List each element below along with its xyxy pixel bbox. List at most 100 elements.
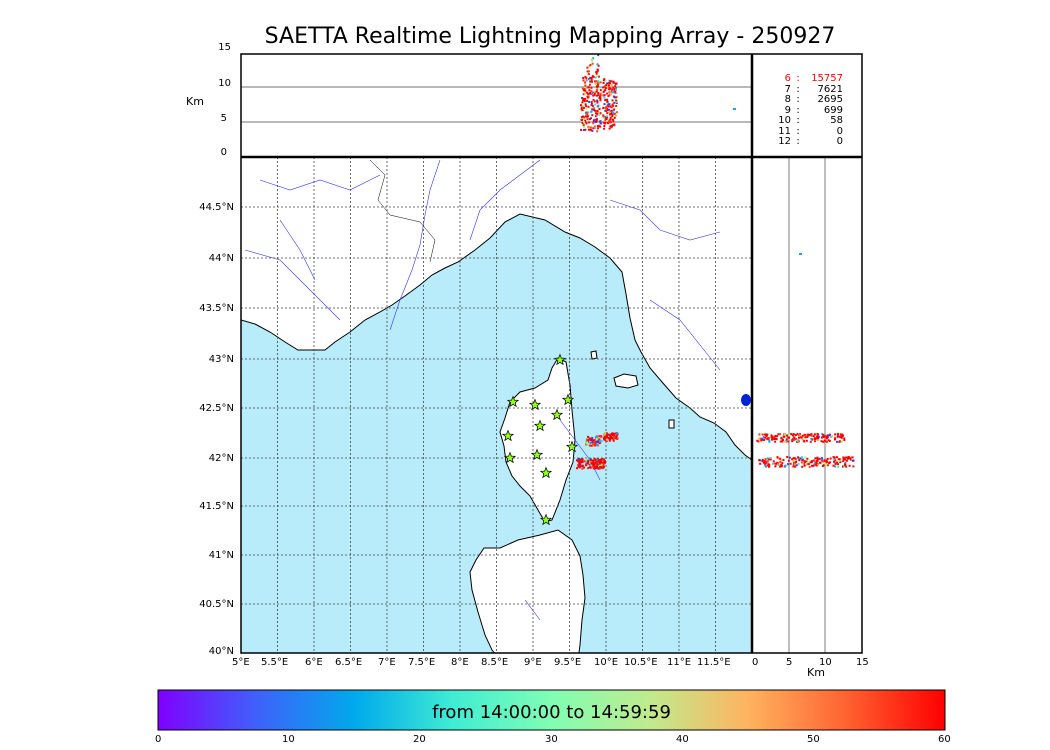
lightning-point	[842, 460, 845, 463]
lightning-point	[600, 466, 603, 469]
land-corsica	[499, 357, 576, 523]
lightning-point	[608, 127, 611, 130]
lightning-point	[832, 458, 835, 461]
lightning-point	[777, 433, 780, 436]
lightning-point	[613, 436, 616, 439]
lightning-point	[590, 461, 593, 464]
colorbar-tick: 20	[413, 734, 426, 745]
lightning-point	[591, 92, 594, 95]
lightning-point	[761, 460, 764, 463]
lightning-point	[587, 86, 590, 89]
stations-row: 12:0	[778, 136, 843, 147]
lightning-point	[590, 90, 593, 93]
lightning-point	[591, 114, 594, 117]
lightning-point	[611, 115, 614, 117]
lightning-point	[590, 77, 593, 79]
lightning-point	[787, 463, 790, 466]
lightning-point	[607, 84, 610, 87]
lightning-point	[598, 438, 601, 441]
lightning-point	[602, 466, 605, 469]
lightning-point	[604, 85, 607, 88]
lightning-point	[578, 461, 581, 464]
side-tick: 10	[819, 657, 832, 668]
lightning-point	[595, 71, 598, 74]
lightning-point	[614, 97, 617, 100]
station-star-icon	[565, 440, 579, 453]
lightning-point	[825, 440, 828, 443]
lightning-point	[842, 456, 845, 459]
lightning-point	[784, 464, 787, 467]
lightning-point	[797, 462, 800, 465]
lightning-point	[586, 86, 589, 89]
lightning-point	[770, 434, 773, 437]
lightning-point	[809, 433, 811, 436]
lightning-point	[582, 105, 584, 107]
lightning-point	[599, 89, 602, 92]
lightning-point	[615, 99, 618, 102]
lightning-point	[607, 433, 610, 436]
lightning-point	[802, 439, 805, 442]
lightning-point	[590, 101, 593, 103]
lightning-point	[608, 439, 611, 442]
lightning-point	[757, 440, 760, 443]
lightning-point	[593, 463, 595, 466]
lightning-point	[586, 66, 589, 69]
lightning-point	[759, 462, 762, 465]
lightning-point	[845, 459, 848, 462]
land-sardinia	[469, 529, 586, 653]
lightning-point	[584, 81, 587, 84]
lightning-point	[585, 105, 588, 108]
station-star-icon	[553, 353, 567, 366]
lightning-point	[594, 109, 597, 112]
lightning-point	[595, 90, 598, 93]
lightning-point	[594, 76, 597, 79]
lightning-point	[824, 463, 827, 466]
lightning-point	[592, 120, 595, 123]
lightning-point	[836, 433, 839, 436]
lightning-point	[613, 123, 616, 126]
lightning-point	[609, 118, 612, 121]
lightning-point	[816, 463, 819, 466]
lightning-point	[793, 465, 796, 468]
lightning-point	[772, 460, 775, 463]
lightning-point	[592, 108, 595, 111]
land-giglio	[668, 419, 675, 429]
lightning-point	[791, 437, 794, 440]
lightning-point	[599, 86, 602, 89]
lightning-point	[590, 128, 592, 131]
lightning-point	[805, 439, 808, 442]
lightning-point	[769, 458, 772, 461]
lightning-point	[584, 75, 587, 78]
lightning-point	[766, 464, 769, 467]
lightning-point	[806, 435, 808, 438]
lightning-point	[838, 458, 841, 461]
station-star-icon	[561, 393, 575, 406]
lightning-point	[583, 116, 586, 119]
lightning-point	[593, 443, 596, 446]
lightning-point	[581, 467, 584, 470]
lightning-point	[801, 459, 804, 462]
lightning-point	[826, 460, 829, 463]
lightning-scatter	[576, 394, 751, 470]
lightning-point	[774, 465, 777, 468]
lightning-point	[611, 91, 614, 94]
lightning-point	[608, 80, 611, 83]
altitude-unit-label: Km	[186, 95, 204, 108]
lightning-point	[839, 436, 842, 439]
lightning-point	[787, 440, 790, 443]
lightning-point	[590, 110, 593, 113]
lightning-point	[844, 456, 847, 459]
lat-tick: 40.5°N	[199, 599, 234, 610]
lightning-point	[832, 456, 835, 458]
lightning-point	[836, 440, 839, 443]
lightning-point	[793, 436, 796, 439]
lightning-point	[606, 438, 609, 441]
lightning-point	[804, 456, 807, 459]
lightning-point	[596, 69, 599, 72]
lightning-point	[758, 459, 761, 462]
lightning-point	[603, 89, 606, 92]
lightning-point	[843, 437, 846, 440]
lightning-point	[596, 441, 599, 444]
lightning-point	[775, 438, 778, 441]
lightning-point	[594, 459, 597, 462]
